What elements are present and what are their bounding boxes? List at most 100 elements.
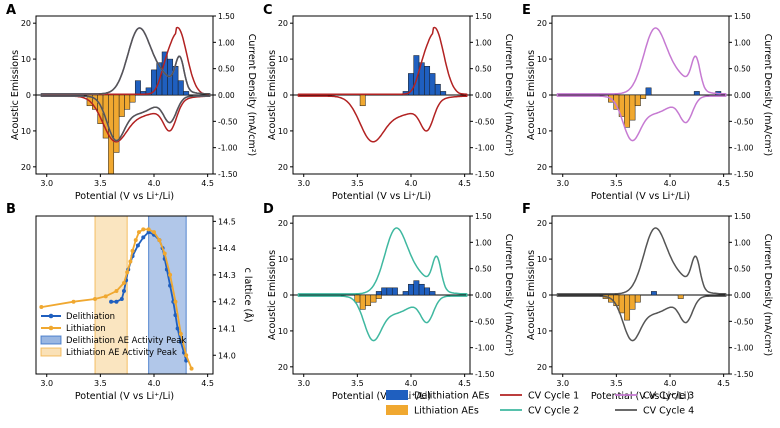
series-point <box>162 251 167 256</box>
legend-label: CV Cycle 4 <box>643 406 694 417</box>
series-point <box>173 299 178 304</box>
y-tick-label: 20 <box>278 163 288 172</box>
y2-tick-label: -0.50 <box>734 117 754 126</box>
delithiation-bar <box>424 287 431 296</box>
y-tick-label: 20 <box>537 19 547 28</box>
cv-curve-cv-cycle-2 <box>297 227 468 342</box>
y2-tick-label: 14.3 <box>218 271 236 280</box>
delithiation-bar <box>429 73 436 96</box>
y-tick-label: 10 <box>278 255 288 264</box>
y2-tick-label: -1.50 <box>734 370 754 379</box>
panel-a-chart: 3.0 3.5 4.0 4.5 20 10 0 10 20 1.50 1.00 0.50 0.00 -0.… <box>10 12 257 202</box>
delithiation-bar <box>134 80 141 96</box>
series-point <box>121 288 126 293</box>
legend-label: CV Cycle 3 <box>643 391 694 402</box>
y2-tick-label: 0.00 <box>734 291 751 300</box>
y2-tick-label: -0.50 <box>218 117 238 126</box>
y2-tick-label: 1.50 <box>734 12 751 21</box>
y-tick-label: 0 <box>542 291 547 300</box>
series-point <box>168 283 173 288</box>
y2-tick-label: 14.4 <box>218 244 236 253</box>
y2-tick-label: 0.00 <box>475 291 492 300</box>
y2-tick-label: -1.00 <box>734 344 754 353</box>
x-axis-label: Potential (V vs Li⁺/Li) <box>332 391 431 402</box>
y2-tick-label: 1.50 <box>475 212 492 221</box>
y-tick-label: 20 <box>537 363 547 372</box>
y2-tick-label: 1.00 <box>734 38 751 47</box>
legend-marker <box>48 325 54 331</box>
legend-label: Delithiation <box>66 312 115 322</box>
delithiation-bar <box>413 280 420 296</box>
y-tick-label: 0 <box>283 91 288 100</box>
series-point <box>125 270 130 275</box>
y2-tick-label: 1.00 <box>734 238 751 247</box>
x-tick-label: 4.5 <box>201 179 214 188</box>
x-tick-label: 4.0 <box>664 379 677 388</box>
cv-curve-cv-cycle-1 <box>40 26 211 143</box>
delithiation-bar <box>402 291 409 296</box>
panel-letter-b: B <box>6 202 16 217</box>
series-point <box>128 259 133 264</box>
y-axis-label: Acoustic Emissions <box>267 250 278 340</box>
delithiation-bar <box>429 291 436 296</box>
series-point <box>168 272 173 277</box>
series-point <box>109 299 114 304</box>
y2-tick-label: 0.50 <box>218 65 235 74</box>
x-tick-label: 4.0 <box>148 179 161 188</box>
x-tick-label: 4.5 <box>717 179 730 188</box>
y2-tick-label: -1.00 <box>734 144 754 153</box>
y2-tick-label: 1.00 <box>218 38 235 47</box>
delithiation-bar <box>650 291 657 296</box>
lithiation-bar <box>359 94 366 107</box>
x-tick-label: 3.5 <box>351 379 364 388</box>
delithiation-bar <box>386 287 393 296</box>
x-tick-label: 3.0 <box>297 379 310 388</box>
legend-label: Lithiation AE Activity Peak <box>66 348 177 358</box>
delithiation-bar <box>183 91 190 96</box>
lithiation-bar <box>365 294 372 307</box>
lithiation-bar <box>359 294 366 310</box>
series-point <box>178 331 183 336</box>
y-tick-label: 10 <box>537 127 547 136</box>
panel-f-chart: 3.0 3.5 4.0 4.5 20 10 0 10 20 1.50 1.00 0.50 0.00 -0.… <box>526 212 773 402</box>
y-tick-label: 10 <box>21 55 31 64</box>
legend-swatch <box>386 390 408 400</box>
figure-legend: Delithiation AEs Lithiation AEs CV Cycle 1… <box>386 390 694 417</box>
y2-tick-label: -0.50 <box>475 117 495 126</box>
lithiation-bar <box>629 294 636 310</box>
y-tick-label: 20 <box>21 19 31 28</box>
y2-tick-label: 0.50 <box>475 65 492 74</box>
x-tick-label: 3.5 <box>94 379 107 388</box>
x-tick-label: 4.0 <box>405 179 418 188</box>
y2-tick-label: -1.00 <box>475 144 495 153</box>
x-tick-label: 3.0 <box>297 179 310 188</box>
y2-axis-label: Current Density (mA/cm²) <box>762 234 773 357</box>
panel-b-legend: Delithiation Lithiation Delithiation AE Ac… <box>40 312 186 358</box>
lithiation-bar <box>129 94 136 103</box>
cv-curve-cv-cycle-4 <box>556 227 727 342</box>
y-tick-label: 20 <box>278 19 288 28</box>
x-axis-label: Potential (V vs Li⁺/Li) <box>75 391 174 402</box>
x-tick-label: 4.5 <box>458 179 471 188</box>
cv-curve-cv-cycle-4 <box>40 27 211 142</box>
y-axis-label: Acoustic Emissions <box>526 50 537 140</box>
series-point <box>93 297 97 302</box>
y2-tick-label: 14.1 <box>218 324 236 333</box>
series-point <box>130 248 135 253</box>
x-tick-label: 4.5 <box>458 379 471 388</box>
y2-tick-label: 0.50 <box>734 65 751 74</box>
y2-tick-label: 1.50 <box>475 12 492 21</box>
lithiation-bar <box>118 94 125 117</box>
y2-tick-label: 14.5 <box>218 217 236 226</box>
y-tick-label: 10 <box>537 255 547 264</box>
series-point <box>184 353 189 358</box>
lithiation-bar <box>629 94 636 121</box>
legend-label: CV Cycle 2 <box>528 406 579 417</box>
lithiation-bar <box>624 294 631 321</box>
y-tick-label: 10 <box>278 55 288 64</box>
lithiation-bar <box>113 94 120 153</box>
legend-swatch <box>40 335 62 345</box>
y2-tick-label: 0.00 <box>734 91 751 100</box>
y-tick-label: 20 <box>537 219 547 228</box>
